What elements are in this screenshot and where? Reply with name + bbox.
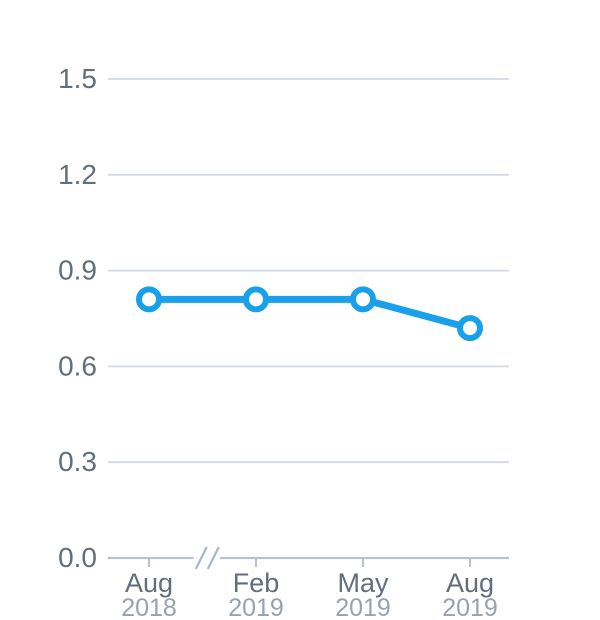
x-axis-month-label: May [337, 568, 389, 598]
data-point-marker[interactable] [136, 286, 162, 313]
axis-break-icon [194, 546, 208, 570]
y-axis-tick-label: 0.6 [58, 350, 97, 381]
x-axis-year-label: 2018 [121, 594, 177, 620]
axis-break-icon [206, 546, 220, 570]
y-axis-tick-label: 0.3 [58, 446, 97, 477]
data-point-marker[interactable] [243, 286, 269, 313]
y-axis-tick-label: 1.2 [58, 159, 97, 190]
y-axis-tick-label: 0.9 [58, 255, 97, 286]
x-axis-month-label: Aug [125, 568, 173, 598]
x-axis-month-label: Aug [446, 568, 494, 598]
x-axis-month-label: Feb [233, 568, 280, 598]
data-point-marker[interactable] [350, 286, 376, 313]
trend-line [145, 295, 474, 332]
x-axis-year-label: 2019 [228, 594, 284, 620]
y-axis-tick-label: 1.5 [58, 63, 97, 94]
x-axis-year-label: 2019 [442, 594, 498, 620]
x-axis-year-label: 2019 [335, 594, 391, 620]
data-point-marker[interactable] [457, 315, 483, 342]
y-axis-tick-label: 0.0 [58, 542, 97, 573]
